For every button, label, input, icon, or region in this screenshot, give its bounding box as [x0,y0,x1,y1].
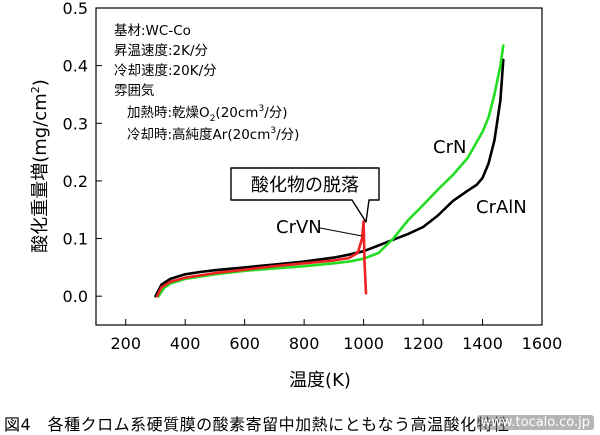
condition-heating: 加熱時:乾燥O2(20cm3/分) [127,104,288,124]
callout: 酸化物の脱落 [230,167,380,223]
watermark: www.tocalo.co.jp [476,415,594,430]
y-tick-label: 0.4 [63,57,88,76]
y-tick-label: 0.1 [63,230,88,249]
x-tick-label: 600 [229,334,260,353]
condition-atmosphere: 雰囲気 [114,83,155,99]
callout-box [230,167,380,223]
y-tick-label: 0.5 [63,0,88,18]
x-tick-label: 400 [170,334,201,353]
label-craln: CrAlN [476,197,527,218]
callout-text: 酸化物の脱落 [251,175,359,196]
y-axis-label: 酸化重量増(mg/cm2) [29,79,51,253]
x-tick-label: 1200 [403,334,444,353]
plot-frame [95,7,543,326]
figure-caption: 図4 各種クロム系硬質膜の酸素寄留中加熱にともなう高温酸化特性 [4,415,510,434]
y-tick-label: 0.2 [63,172,88,191]
y-axis-ticks: 0.0 0.1 0.2 0.3 0.4 0.5 [63,0,102,306]
condition-heat-rate: 昇温速度:2K/分 [114,43,208,59]
label-crn: CrN [433,137,466,158]
chart: 200 400 600 800 1000 1200 1400 1600 0.00.10.20.… [29,0,562,391]
condition-substrate: 基材:WC-Co [114,22,191,39]
x-axis-label: 温度(K) [289,370,351,391]
x-axis-ticks: 200 400 600 800 1000 1200 1400 1600 [110,319,562,353]
x-tick-label: 200 [110,334,141,353]
series-line-crvn [155,220,368,298]
crvn-pointer [319,227,363,237]
condition-cooling: 冷却時:高純度Ar(20cm3/分) [127,126,299,143]
x-tick-label: 800 [289,334,320,353]
y-tick-label: 0.3 [63,114,88,133]
x-tick-label: 1400 [462,334,503,353]
condition-cool-rate: 冷却速度:20K/分 [114,63,217,79]
series-line-craln [154,58,505,298]
conditions-block: 基材:WC-Co 昇温速度:2K/分 冷却速度:20K/分 雰囲気 加熱時:乾燥… [114,22,299,143]
label-crvn: CrVN [276,217,322,238]
series-layer [154,44,505,298]
x-tick-label: 1000 [343,334,384,353]
x-tick-label: 1600 [522,334,563,353]
y-tick-label: 0.0 [63,287,88,306]
